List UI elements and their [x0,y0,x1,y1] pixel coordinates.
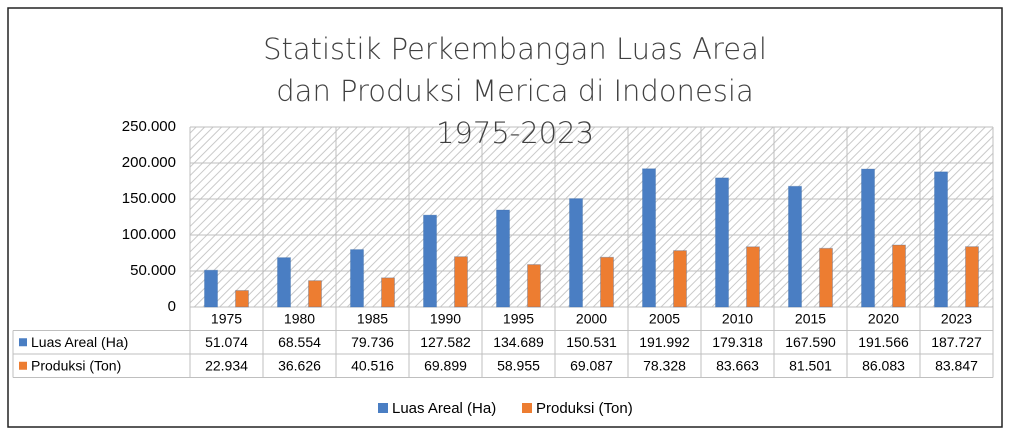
bar [496,209,510,308]
bar [600,256,614,308]
bar [673,250,687,308]
bar [454,256,468,308]
table-cell: 79.736 [351,334,394,350]
y-tick-label: 250.000 [122,118,176,135]
x-tick-label: 2023 [941,310,972,326]
table-cell: 179.318 [712,334,763,350]
table-cell: 22.934 [205,357,248,373]
bar [235,289,249,308]
bar [965,246,979,308]
table-cell: 191.992 [639,334,690,350]
x-tick-label: 2005 [649,310,680,326]
bar [569,198,583,308]
legend-key [378,403,388,413]
y-tick-label: 150.000 [122,190,176,207]
table-cell: 191.566 [858,334,909,350]
bar [934,171,948,308]
table-series-name: Produksi (Ton) [31,357,121,373]
y-tick-label: 200.000 [122,154,176,171]
x-tick-label: 1995 [503,310,534,326]
y-tick-label: 0 [168,298,176,315]
bar [277,257,291,308]
table-cell: 83.663 [716,357,759,373]
x-tick-label: 2020 [868,310,899,326]
bar [642,168,656,308]
plot-area [190,127,993,307]
y-tick-label: 100.000 [122,226,176,243]
bar [423,214,437,308]
bar [892,244,906,308]
bar [308,280,322,308]
table-cell: 150.531 [566,334,617,350]
table-legend-key [19,338,27,347]
x-tick-label: 1975 [211,310,242,326]
bar [715,177,729,308]
x-tick-label: 1985 [357,310,388,326]
bar [381,277,395,308]
bar [788,185,802,308]
bar [527,264,541,308]
table-legend-key [19,361,27,370]
table-cell: 69.087 [570,357,613,373]
table-cell: 81.501 [789,357,832,373]
legend-label: Produksi (Ton) [536,400,633,417]
bar [819,247,833,308]
bar [204,269,218,308]
bar [350,249,364,308]
table-cell: 167.590 [785,334,836,350]
x-tick-label: 2015 [795,310,826,326]
table-cell: 134.689 [493,334,544,350]
table-cell: 127.582 [420,334,471,350]
table-cell: 68.554 [278,334,321,350]
table-cell: 187.727 [931,334,982,350]
x-tick-label: 2000 [576,310,607,326]
table-cell: 69.899 [424,357,467,373]
table-cell: 58.955 [497,357,540,373]
bar [861,168,875,308]
legend-label: Luas Areal (Ha) [392,400,496,417]
table-series-name: Luas Areal (Ha) [31,334,128,350]
table-cell: 86.083 [862,357,905,373]
bar [746,246,760,308]
table-cell: 83.847 [935,357,978,373]
table-cell: 78.328 [643,357,686,373]
legend-key [522,403,532,413]
chart-title: Statistik Perkembangan Luas Areal dan Pr… [263,32,767,150]
y-tick-label: 50.000 [130,262,176,279]
table-cell: 51.074 [205,334,248,350]
table-cell: 40.516 [351,357,394,373]
table-cell: 36.626 [278,357,321,373]
x-tick-label: 1980 [284,310,315,326]
x-tick-label: 1990 [430,310,461,326]
x-tick-label: 2010 [722,310,753,326]
